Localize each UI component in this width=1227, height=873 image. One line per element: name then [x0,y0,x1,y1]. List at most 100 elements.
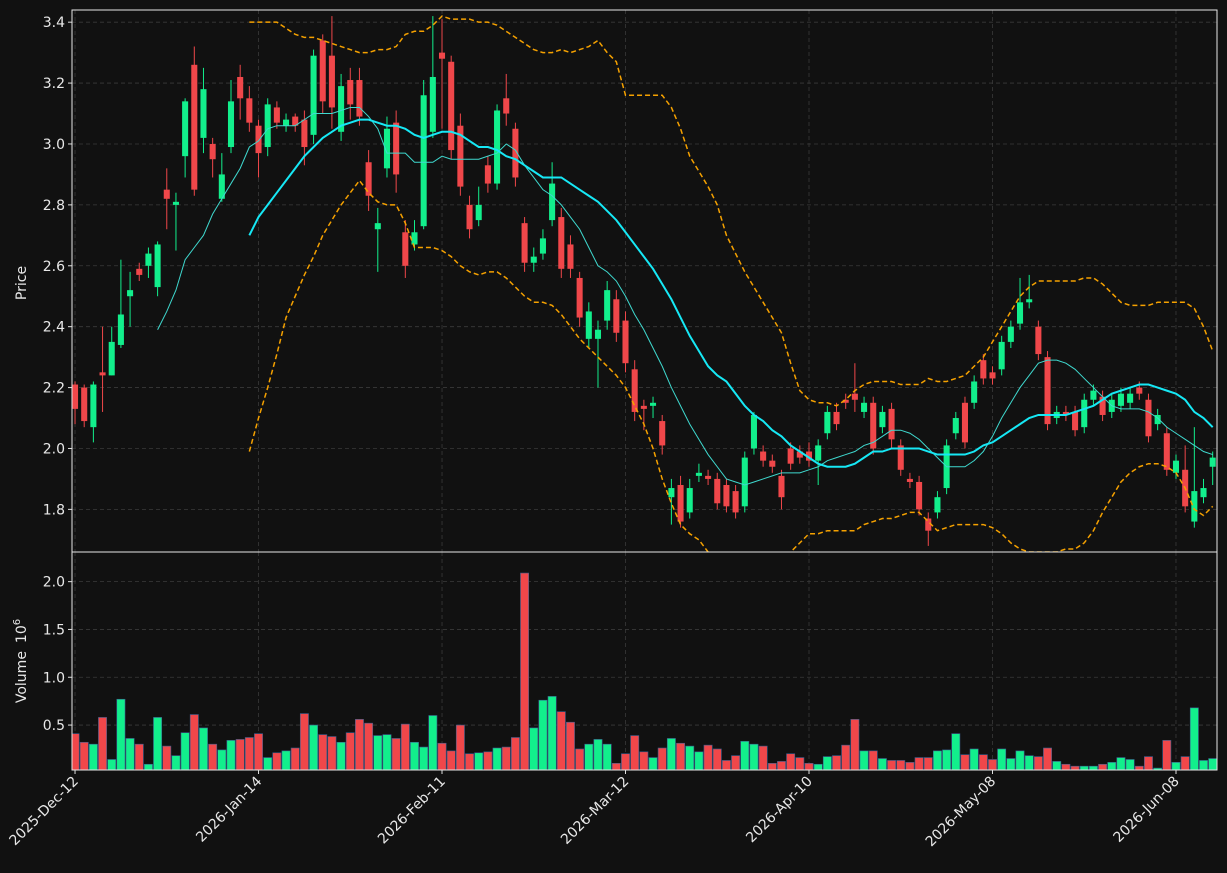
candle-body [750,414,757,449]
candle-body [888,408,895,440]
candle-body [622,320,629,364]
volume-bar [556,711,566,770]
volume-bar [611,763,621,770]
volume-bar [841,744,851,770]
volume-bar [1043,747,1052,770]
volume-bar [1171,762,1181,770]
candle-body [732,491,739,513]
volume-multiplier: 10 [14,625,30,643]
volume-bar [1107,762,1117,770]
overlay-layer [157,15,1214,552]
candle-body [833,411,840,425]
volume-bar [1052,761,1062,770]
candle-body [494,110,501,184]
candle-body [1007,326,1014,342]
candle-body [925,518,932,531]
volume-bar [318,734,328,770]
candle-body [741,457,748,507]
candle-body [1136,387,1143,394]
volume-bar [859,750,869,770]
candle-body [512,128,519,178]
y-tick-label: 3.0 [43,137,65,153]
candle-body [292,116,299,126]
y-tick-label: 2.6 [43,259,65,275]
candle-body [108,341,115,376]
candle-body [961,402,968,443]
candle-body [1200,488,1207,498]
candle-body [383,128,390,169]
volume-bar [758,745,768,770]
volume-bar [1070,765,1080,770]
volume-bar [446,750,456,770]
volume-bar [355,719,364,770]
grid-layer [72,10,1217,770]
volume-bar [694,751,704,770]
candle-body [1127,393,1134,403]
volume-bar [400,723,410,770]
candle-body [567,244,574,269]
candle-body [686,488,693,513]
volume-bar [79,741,89,770]
price-axis-label: Price [14,266,30,300]
volume-bar [566,721,575,770]
candle-body [879,411,886,428]
volume-bar [520,572,530,770]
candle-body [374,223,381,230]
volume-bar [1199,760,1208,770]
candle-body [897,445,904,470]
volume-bar [336,741,346,770]
volume-bar [143,763,153,770]
volume-bar [107,759,117,770]
volume-bar [676,742,685,770]
volume-bar [235,739,245,770]
volume-bar [1189,707,1199,770]
volume-bar [208,743,218,770]
y-tick-label: 1.0 [43,670,65,686]
volume-frame [71,551,1218,771]
candle-body [283,119,290,126]
candle-body [640,405,647,409]
candle-body [1044,357,1051,425]
candle-body [273,107,280,123]
candle-body [613,299,620,333]
candle-body [448,61,455,151]
volume-bar [226,740,236,770]
volume-bar [942,749,952,770]
volume-bar [722,760,731,770]
volume-bar [465,753,474,770]
volume-bar [428,715,438,770]
volume-bar [657,747,667,770]
volume-bar [538,699,548,770]
candle-body [815,445,822,461]
candle-body [81,387,88,422]
volume-bar [630,735,640,770]
candle-body [182,101,189,157]
candle-body [1072,411,1079,431]
y-tick-label: 1.8 [43,502,65,518]
candle-body [778,475,785,498]
candle-body [503,98,510,114]
volume-bar [621,753,630,770]
volume-bar [1134,765,1144,770]
candle-body [971,381,978,403]
candle-body [319,40,326,102]
candle-body [191,64,198,190]
volume-bar [703,744,713,770]
candle-body [677,485,684,522]
candle-body [861,402,868,412]
volume-bar [263,757,273,770]
candle-body [136,268,143,275]
candle-body [1062,411,1069,415]
volume-bar [309,724,318,770]
candle-body [200,89,207,138]
volume-bar [272,752,282,770]
y-tick-label: 3.4 [43,15,65,31]
volume-bar [639,751,649,770]
candle-body [338,86,345,132]
candle-body [530,256,537,263]
volume-bar [813,763,823,770]
y-tick-label: 1.5 [43,622,65,638]
volume-bar [391,738,401,770]
